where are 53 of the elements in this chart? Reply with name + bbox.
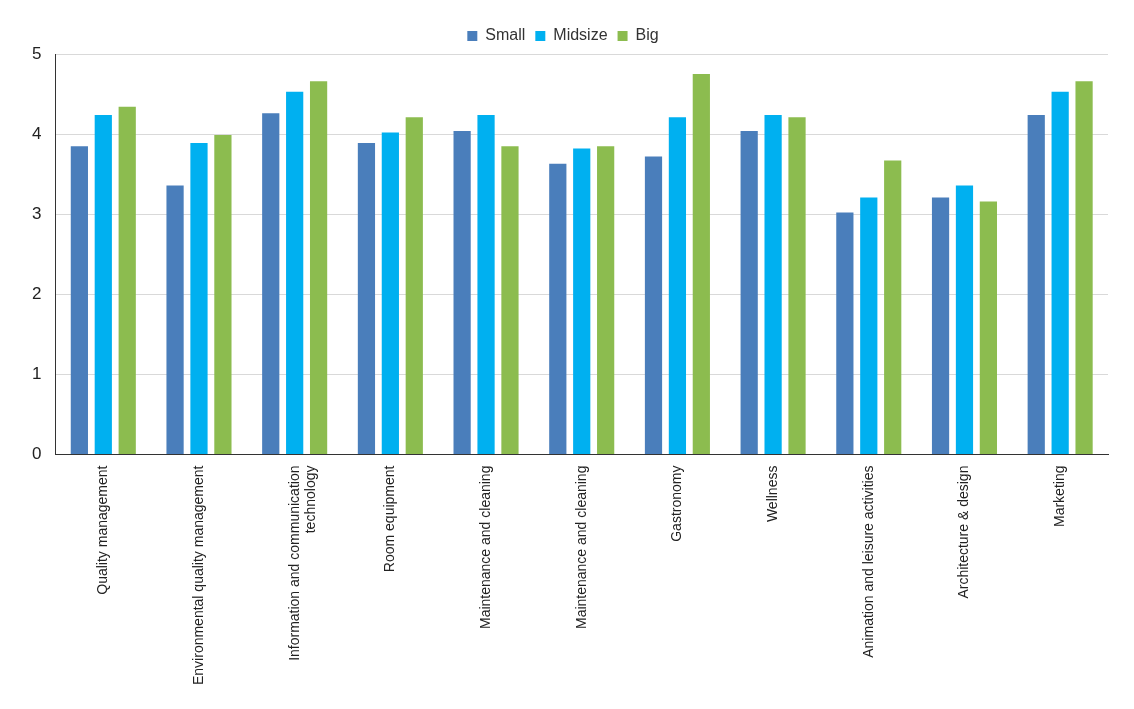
legend-label: Small [485,26,526,44]
x-tick-label: Marketing [1051,465,1068,528]
bar [94,114,112,455]
bar [1051,91,1069,455]
bar [1075,81,1093,455]
y-tick-label: 5 [31,43,42,63]
y-tick-label: 4 [31,123,42,143]
bar [644,156,663,455]
bar [309,81,328,455]
bar [764,114,782,455]
bar [214,134,232,455]
y-tick-label: 3 [31,203,42,223]
bar [405,117,423,455]
bar [381,132,399,455]
y-tick-label: 1 [31,364,42,384]
x-tick-label: Maintenance and cleaning [476,465,493,630]
bar [501,146,519,455]
bar [70,146,88,455]
bar [453,130,471,455]
x-tick-label: Maintenance and cleaning [572,465,589,630]
x-tick-label: Wellness [763,465,780,523]
legend-label: Midsize [553,26,608,44]
bar [118,106,136,455]
bar [955,185,974,455]
y-tick-label: 2 [31,284,42,304]
x-tick-label: Gastronomy [668,465,685,542]
x-tick-label: Quality management [94,465,111,595]
bar [788,117,806,455]
bar [884,160,902,455]
bar [836,212,854,455]
bar [166,185,184,455]
bar [692,74,710,455]
bar [979,201,997,455]
x-tick-label: Room equipment [381,465,398,573]
bar [262,113,280,455]
y-tick-label: 0 [31,444,42,464]
bar [1027,114,1045,455]
bar [549,163,567,455]
bar [286,91,304,455]
bar [668,117,687,455]
x-tick-label: Information and communication technology [285,465,319,661]
bar [860,197,878,455]
legend-label: Big [635,26,659,44]
bar [190,142,208,455]
bar [357,142,376,455]
bar [597,146,615,455]
bar [931,197,950,455]
x-tick-label: Architecture & design [955,465,972,599]
bar [477,114,495,455]
bar [573,148,591,455]
bar [740,130,758,455]
x-tick-label: Animation and leisure activities [859,465,876,658]
x-tick-label: Environmental quality management [189,465,206,686]
